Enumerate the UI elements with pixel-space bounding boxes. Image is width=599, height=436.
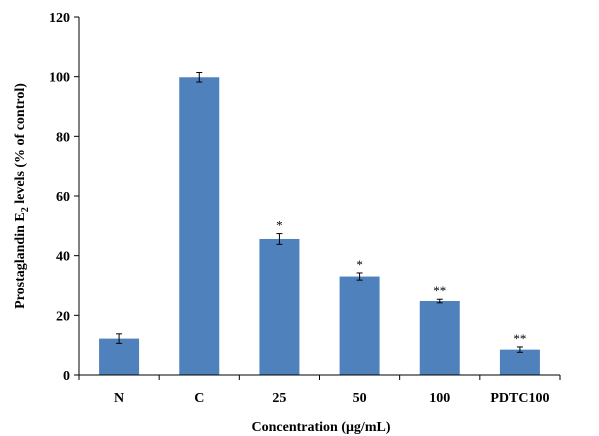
x-axis: N C 25 50 100 PDTC100 — [78, 374, 561, 406]
bar-100 — [419, 301, 460, 375]
bar-25 — [259, 238, 300, 375]
x-tick-label: PDTC100 — [490, 391, 549, 406]
y-tick-label: 20 — [56, 309, 70, 324]
y-tick-label: 0 — [63, 369, 70, 384]
x-tick-label: C — [194, 391, 204, 406]
x-axis-title: Concentration (μg/mL) — [252, 420, 391, 435]
y-axis: 0 20 40 60 80 100 120 — [49, 11, 80, 384]
x-tick-label: 100 — [429, 391, 450, 406]
y-tick-label: 60 — [56, 190, 70, 205]
y-tick-label: 100 — [49, 71, 70, 86]
bars: ****** — [99, 71, 540, 375]
significance-marker: ** — [513, 331, 526, 346]
y-tick-label: 40 — [56, 250, 70, 265]
significance-marker: * — [276, 218, 283, 233]
y-axis-title-rest: levels (% of control) — [13, 83, 28, 207]
x-tick-label: 25 — [272, 391, 286, 406]
y-axis-title: Prostaglandin E2 levels (% of control) — [13, 83, 31, 309]
bar-PDTC100 — [499, 349, 540, 375]
bar-C — [179, 77, 220, 375]
y-tick-label: 80 — [56, 130, 70, 145]
x-tick-label: N — [114, 391, 124, 406]
y-axis-title-main: Prostaglandin E — [13, 212, 28, 309]
bar-N — [99, 338, 140, 375]
y-tick-label: 120 — [49, 11, 70, 26]
x-tick-label: 50 — [353, 391, 367, 406]
bar-50 — [339, 276, 380, 375]
significance-marker: ** — [433, 283, 446, 298]
y-axis-title-subscript: 2 — [20, 207, 31, 212]
significance-marker: * — [356, 257, 363, 272]
